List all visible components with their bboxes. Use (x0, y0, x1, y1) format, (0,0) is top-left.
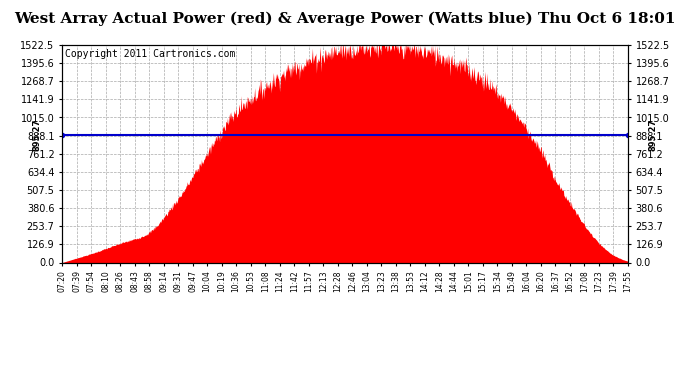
Text: West Array Actual Power (red) & Average Power (Watts blue) Thu Oct 6 18:01: West Array Actual Power (red) & Average … (14, 11, 676, 26)
Text: Copyright 2011 Cartronics.com: Copyright 2011 Cartronics.com (65, 50, 235, 59)
Text: 895.27: 895.27 (649, 118, 658, 151)
Text: 895.27: 895.27 (32, 118, 41, 151)
